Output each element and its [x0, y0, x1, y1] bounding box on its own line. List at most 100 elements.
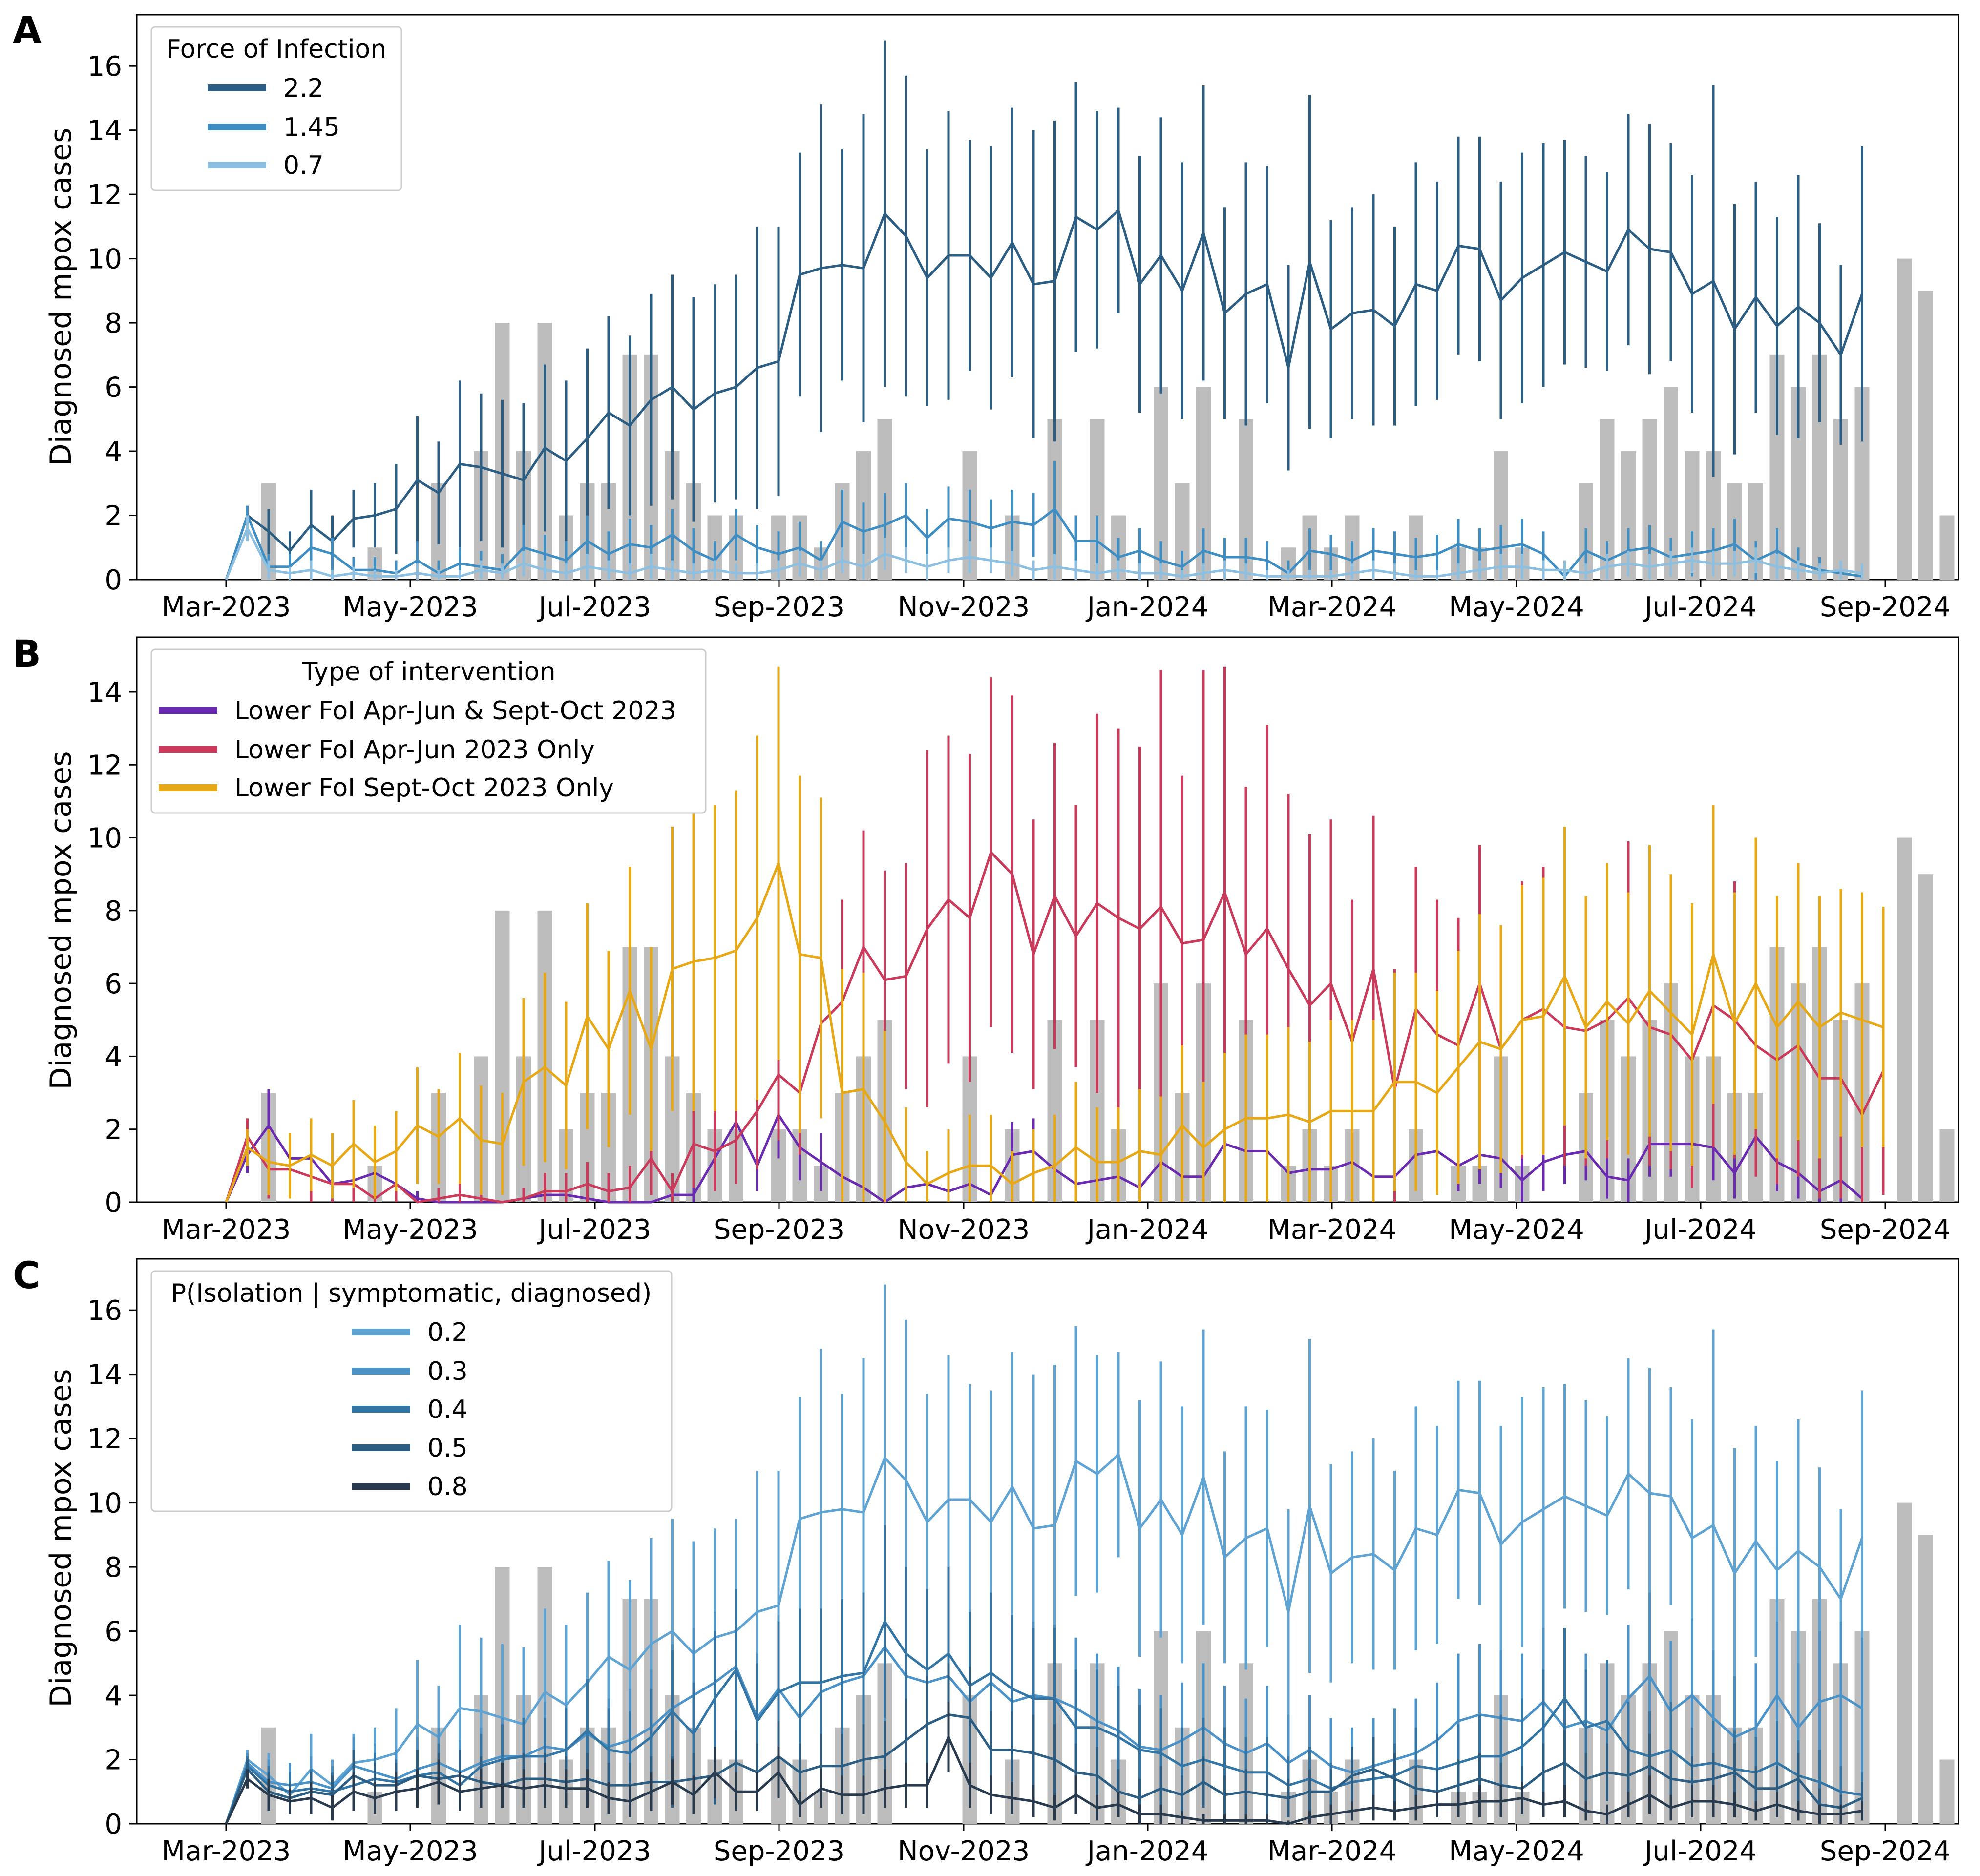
legend-label-c-0: 0.2 — [427, 1318, 468, 1347]
legend-label-b-0: Lower FoI Apr-Jun & Sept-Oct 2023 — [234, 696, 676, 726]
panel-letter-c: C — [13, 1253, 40, 1297]
y-tick-label-a-12: 12 — [87, 179, 122, 211]
y-tick-label-a-2: 2 — [105, 500, 122, 532]
legend-label-a-0: 2.2 — [283, 74, 324, 103]
observed-bar-c-79 — [1897, 1502, 1912, 1824]
x-tick-label-c-5: Jan-2024 — [1085, 1835, 1208, 1867]
x-tick-label-b-8: Jul-2024 — [1643, 1214, 1757, 1246]
x-tick-label-b-7: May-2024 — [1449, 1214, 1584, 1246]
y-ticks-b: 0 2 4 6 8 10 12 14 — [87, 677, 137, 1219]
series-line-c-4 — [225, 1736, 1862, 1825]
y-tick-label-c-12: 12 — [87, 1423, 122, 1455]
x-tick-label-c-3: Sep-2023 — [714, 1835, 844, 1867]
x-tick-label-a-7: May-2024 — [1449, 591, 1584, 623]
legend-label-b-1: Lower FoI Apr-Jun 2023 Only — [234, 735, 595, 765]
observed-bar-a-81 — [1939, 515, 1955, 580]
panel-c: C Diagnosed mpox cases 0 2 4 6 8 10 12 14 16 Mar… — [13, 1253, 1959, 1867]
observed-bars-b — [261, 837, 1955, 1202]
series-line-b-2 — [225, 862, 1884, 1203]
observed-bar-a-80 — [1918, 291, 1933, 580]
panel-a: A Diagnosed mpox cases 0 2 4 6 8 10 12 14 16 Mar… — [13, 8, 1959, 623]
panel-letter-a: A — [13, 8, 42, 52]
y-tick-label-c-8: 8 — [105, 1552, 122, 1584]
legend-frame-b — [150, 648, 707, 814]
y-ticks-a: 0 2 4 6 8 10 12 14 16 — [87, 51, 137, 596]
series-marks-b — [225, 666, 1885, 1204]
x-tick-label-a-0: Mar-2023 — [162, 591, 291, 623]
observed-bar-a-76 — [1833, 419, 1848, 580]
y-axis-label-a: Diagnosed mpox cases — [44, 128, 78, 466]
x-tick-label-b-1: May-2023 — [342, 1214, 478, 1246]
y-tick-label-a-8: 8 — [105, 308, 122, 339]
y-tick-label-c-14: 14 — [87, 1359, 122, 1391]
series-marks-a — [225, 40, 1863, 580]
x-ticks-a: Mar-2023 May-2023 Jul-2023 Sep-2023 Nov-2023… — [162, 580, 1951, 623]
x-tick-label-b-0: Mar-2023 — [162, 1214, 291, 1246]
y-tick-label-c-4: 4 — [105, 1680, 122, 1712]
y-tick-label-a-14: 14 — [87, 115, 122, 147]
legend-label-b-2: Lower FoI Sept-Oct 2023 Only — [234, 773, 614, 803]
x-tick-label-c-2: Jul-2023 — [537, 1835, 651, 1867]
panel-letter-b: B — [13, 632, 41, 675]
y-tick-label-b-4: 4 — [105, 1041, 122, 1073]
observed-bar-c-81 — [1939, 1759, 1955, 1824]
x-tick-label-b-5: Jan-2024 — [1085, 1214, 1208, 1246]
x-tick-label-a-1: May-2023 — [342, 591, 478, 623]
series-marks-c — [225, 1284, 1863, 1825]
y-tick-label-b-8: 8 — [105, 896, 122, 927]
observed-bar-b-81 — [1939, 1129, 1955, 1202]
y-tick-label-b-0: 0 — [105, 1187, 122, 1219]
x-tick-label-c-7: May-2024 — [1449, 1835, 1584, 1867]
y-tick-label-a-4: 4 — [105, 436, 122, 468]
y-tick-label-a-16: 16 — [87, 51, 122, 83]
x-tick-label-c-1: May-2023 — [342, 1835, 478, 1867]
series-line-c-2 — [225, 1620, 1862, 1824]
x-tick-label-b-9: Sep-2024 — [1820, 1214, 1951, 1246]
x-tick-label-c-4: Nov-2023 — [898, 1835, 1030, 1867]
legend-label-c-3: 0.5 — [427, 1434, 468, 1463]
series-line-a-1 — [225, 507, 1862, 580]
y-tick-label-c-16: 16 — [87, 1295, 122, 1327]
observed-bar-b-79 — [1897, 837, 1912, 1202]
x-tick-label-a-5: Jan-2024 — [1085, 591, 1208, 623]
y-tick-label-b-10: 10 — [87, 823, 122, 855]
x-tick-label-a-8: Jul-2024 — [1643, 591, 1757, 623]
legend-label-a-1: 1.45 — [283, 113, 340, 142]
x-ticks-b: Mar-2023 May-2023 Jul-2023 Sep-2023 Nov-2023… — [162, 1202, 1951, 1246]
x-tick-label-a-9: Sep-2024 — [1820, 591, 1951, 623]
legend-label-c-4: 0.8 — [427, 1472, 468, 1501]
series-line-a-0 — [225, 209, 1863, 580]
x-tick-label-b-4: Nov-2023 — [898, 1214, 1030, 1246]
observed-bar-b-80 — [1918, 874, 1933, 1202]
legend-label-c-2: 0.4 — [427, 1395, 468, 1424]
x-tick-label-b-6: Mar-2024 — [1267, 1214, 1397, 1246]
panel-b: B Diagnosed mpox cases 0 2 4 6 8 10 12 14 Mar-2… — [13, 632, 1959, 1246]
y-tick-label-a-6: 6 — [105, 372, 122, 404]
legend-label-c-1: 0.3 — [427, 1357, 468, 1386]
observed-bar-c-80 — [1918, 1535, 1933, 1824]
y-tick-label-a-0: 0 — [105, 564, 122, 596]
x-tick-label-c-0: Mar-2023 — [162, 1835, 291, 1867]
observed-bar-a-79 — [1897, 258, 1912, 580]
legend-frame-a — [150, 26, 402, 191]
x-ticks-c: Mar-2023 May-2023 Jul-2023 Sep-2023 Nov-2023… — [162, 1824, 1951, 1867]
y-tick-label-b-6: 6 — [105, 968, 122, 1000]
x-tick-label-b-3: Sep-2023 — [714, 1214, 844, 1246]
y-tick-label-b-12: 12 — [87, 750, 122, 781]
series-line-a-2 — [225, 527, 1862, 580]
legend-label-a-2: 0.7 — [283, 151, 324, 180]
legend-a: Force of Infection 2.2 1.45 0.7 — [150, 26, 402, 191]
series-line-c-0 — [225, 1453, 1863, 1824]
y-ticks-c: 0 2 4 6 8 10 12 14 16 — [87, 1295, 137, 1840]
y-axis-label-b: Diagnosed mpox cases — [44, 751, 78, 1090]
legend-b: Type of intervention Lower FoI Apr-Jun &… — [150, 648, 707, 814]
legend-title-c: P(Isolation | symptomatic, diagnosed) — [171, 1279, 652, 1308]
y-tick-label-b-2: 2 — [105, 1114, 122, 1146]
y-tick-label-c-0: 0 — [105, 1809, 122, 1840]
x-tick-label-c-9: Sep-2024 — [1820, 1835, 1951, 1867]
series-line-c-1 — [225, 1646, 1863, 1824]
legend-title-a: Force of Infection — [167, 35, 387, 64]
legend-c: P(Isolation | symptomatic, diagnosed) 0.… — [150, 1270, 673, 1512]
y-tick-label-a-10: 10 — [87, 244, 122, 275]
